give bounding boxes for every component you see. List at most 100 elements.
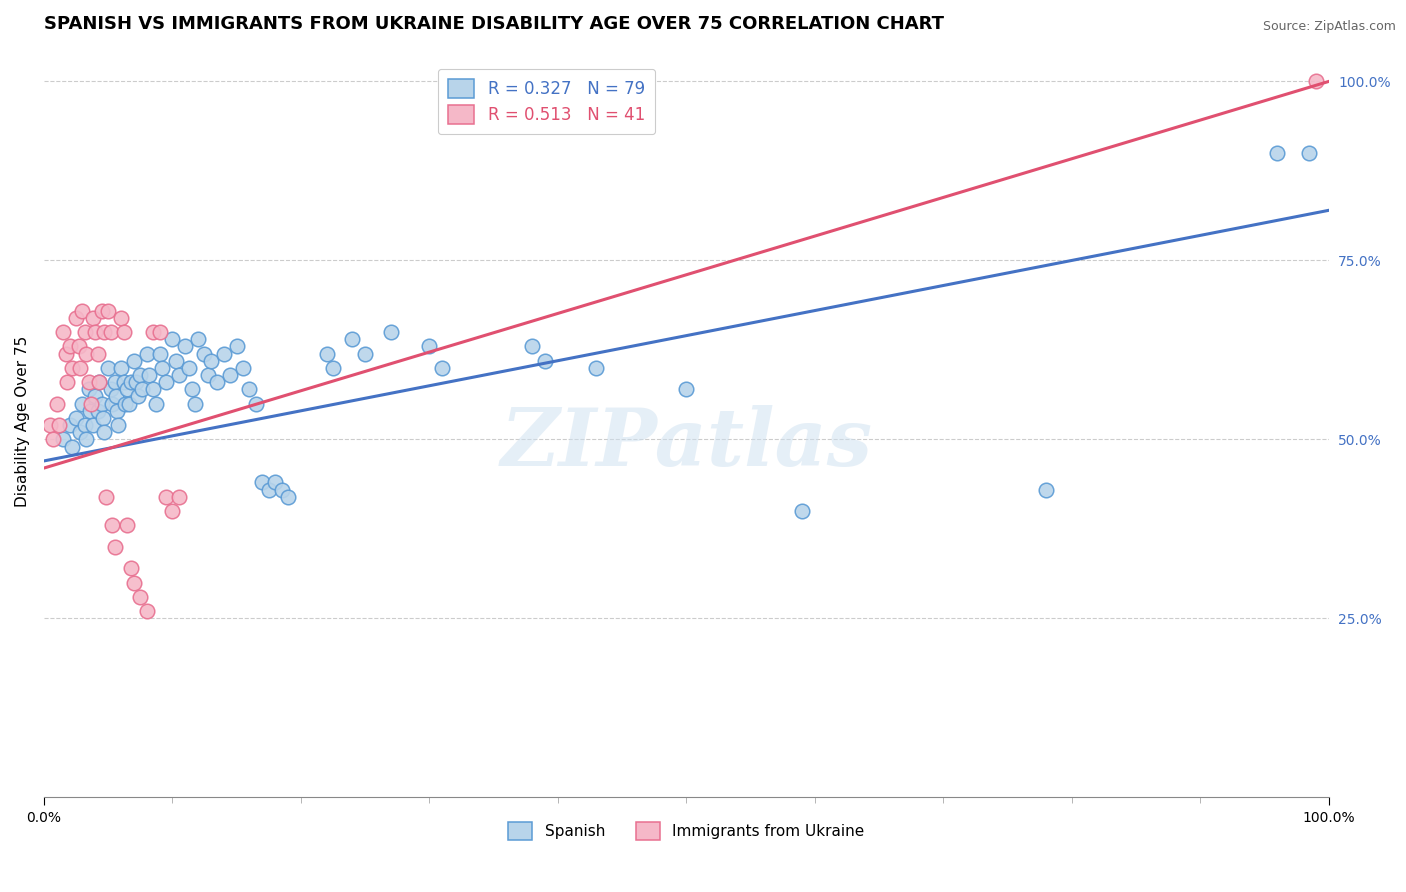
Point <box>112 375 135 389</box>
Point <box>675 382 697 396</box>
Point <box>145 397 167 411</box>
Point <box>79 404 101 418</box>
Point <box>90 303 112 318</box>
Point <box>58 339 80 353</box>
Point <box>184 397 207 411</box>
Point <box>138 368 160 382</box>
Point <box>72 303 94 318</box>
Point <box>72 397 94 411</box>
Point <box>150 360 173 375</box>
Point <box>75 346 97 360</box>
Point <box>155 490 177 504</box>
Point <box>534 353 557 368</box>
Point <box>1298 146 1320 161</box>
Point <box>380 325 402 339</box>
Point <box>129 368 152 382</box>
Point <box>117 518 139 533</box>
Point <box>45 397 67 411</box>
Point <box>142 325 165 339</box>
Point <box>1265 146 1288 161</box>
Point <box>101 518 124 533</box>
Point <box>135 346 157 360</box>
Point <box>264 475 287 490</box>
Point <box>127 390 149 404</box>
Point <box>125 375 148 389</box>
Point <box>100 325 122 339</box>
Point <box>110 360 132 375</box>
Point <box>1035 483 1057 497</box>
Point <box>94 490 117 504</box>
Point <box>354 346 377 360</box>
Point <box>90 397 112 411</box>
Text: ZIPatlas: ZIPatlas <box>501 405 872 483</box>
Point <box>101 397 124 411</box>
Point <box>129 590 152 604</box>
Point <box>55 346 77 360</box>
Point <box>105 404 128 418</box>
Point <box>135 604 157 618</box>
Point <box>80 397 103 411</box>
Point <box>187 332 209 346</box>
Point <box>118 397 141 411</box>
Point <box>107 418 129 433</box>
Point <box>84 390 107 404</box>
Point <box>180 382 202 396</box>
Point <box>89 375 111 389</box>
Point <box>48 418 70 433</box>
Point <box>52 433 75 447</box>
Y-axis label: Disability Age Over 75: Disability Age Over 75 <box>15 336 30 508</box>
Point <box>87 404 110 418</box>
Point <box>520 339 543 353</box>
Point <box>257 483 280 497</box>
Point <box>104 390 127 404</box>
Point <box>84 325 107 339</box>
Point <box>418 339 440 353</box>
Point <box>155 375 177 389</box>
Point <box>65 310 87 325</box>
Point <box>238 382 260 396</box>
Point <box>77 375 100 389</box>
Point <box>110 310 132 325</box>
Point <box>270 483 292 497</box>
Point <box>103 540 125 554</box>
Point <box>93 425 115 440</box>
Point <box>77 382 100 396</box>
Point <box>97 303 120 318</box>
Point <box>131 382 153 396</box>
Point <box>219 368 242 382</box>
Point <box>69 360 91 375</box>
Point <box>93 325 115 339</box>
Point <box>117 382 139 396</box>
Point <box>245 397 267 411</box>
Point <box>197 368 219 382</box>
Point <box>142 382 165 396</box>
Point <box>97 360 120 375</box>
Point <box>89 375 111 389</box>
Point <box>69 425 91 440</box>
Point <box>167 368 190 382</box>
Point <box>112 325 135 339</box>
Point <box>120 561 142 575</box>
Point <box>790 504 813 518</box>
Point <box>225 339 247 353</box>
Point <box>177 360 200 375</box>
Point <box>120 375 142 389</box>
Point <box>42 433 65 447</box>
Point <box>65 411 87 425</box>
Point <box>342 332 364 346</box>
Point <box>73 418 96 433</box>
Point <box>52 325 75 339</box>
Point <box>193 346 215 360</box>
Point <box>585 360 607 375</box>
Point <box>82 418 104 433</box>
Point <box>58 418 80 433</box>
Point <box>60 440 83 454</box>
Point <box>56 375 79 389</box>
Text: SPANISH VS IMMIGRANTS FROM UKRAINE DISABILITY AGE OVER 75 CORRELATION CHART: SPANISH VS IMMIGRANTS FROM UKRAINE DISAB… <box>44 15 943 33</box>
Point <box>60 360 83 375</box>
Point <box>212 346 235 360</box>
Legend: Spanish, Immigrants from Ukraine: Spanish, Immigrants from Ukraine <box>502 816 870 847</box>
Point <box>91 411 114 425</box>
Point <box>122 353 145 368</box>
Point <box>315 346 337 360</box>
